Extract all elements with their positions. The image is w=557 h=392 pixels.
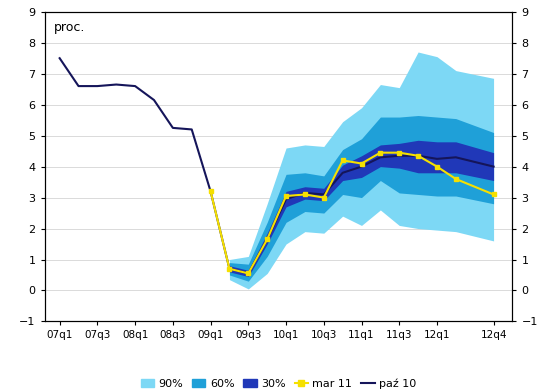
Legend: 90%, 60%, 30%, mar 11, paź 10: 90%, 60%, 30%, mar 11, paź 10 [136,374,421,392]
Text: proc.: proc. [54,21,85,34]
